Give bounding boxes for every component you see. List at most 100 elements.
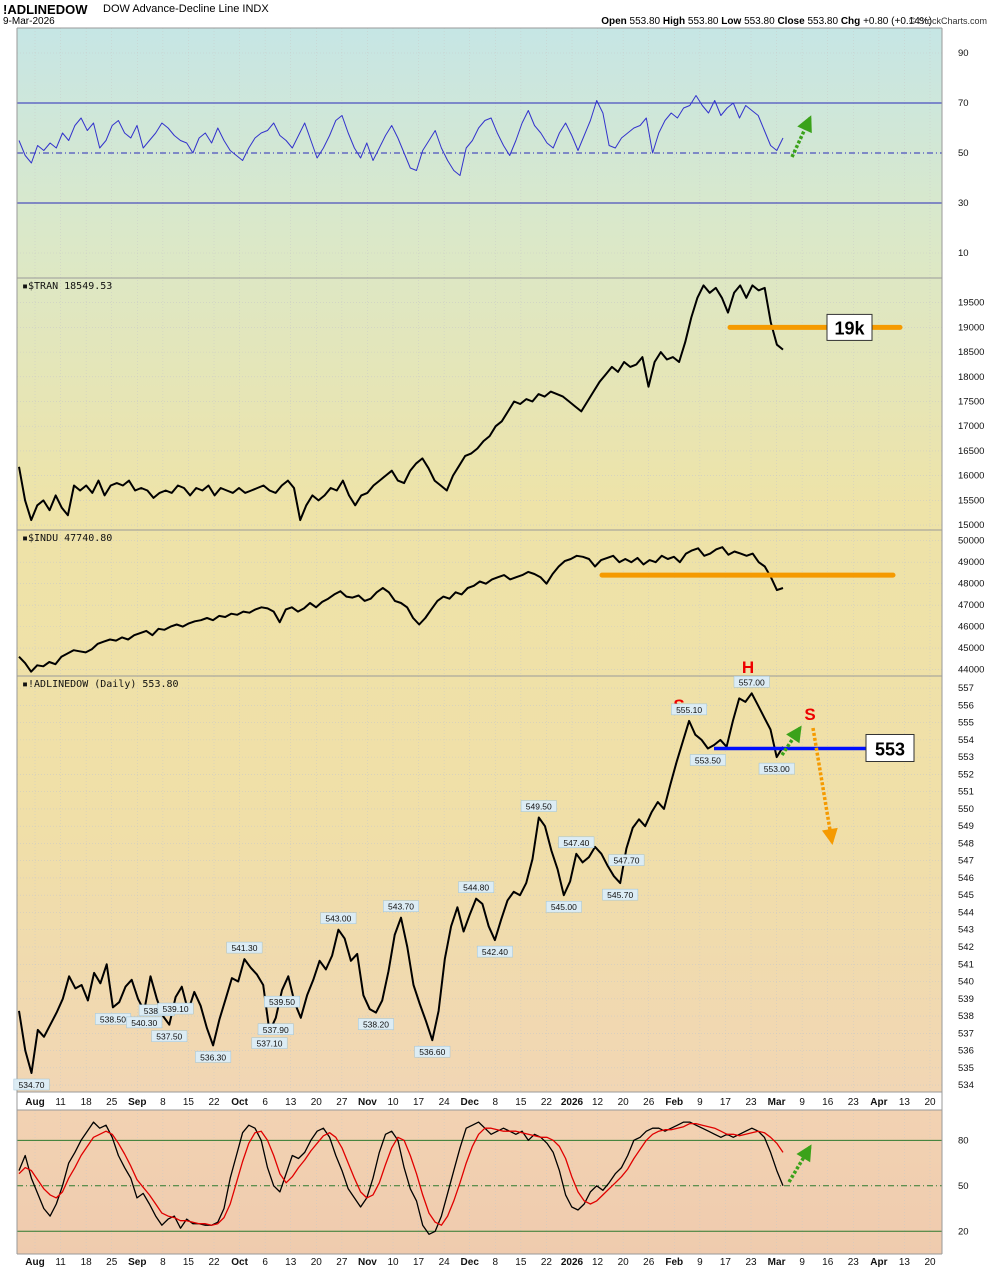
- date-tick-label: 12: [592, 1257, 604, 1268]
- value-label: 553.00: [764, 764, 790, 774]
- value-label-box: [358, 1018, 394, 1030]
- date-tick-label: 8: [493, 1097, 499, 1108]
- value-tick-label: 535: [958, 1063, 974, 1074]
- close-label: Close: [777, 16, 805, 27]
- value-label: 557.00: [739, 677, 765, 687]
- head-shoulders-marker: S: [804, 705, 815, 724]
- date-tick-label: 11: [55, 1257, 66, 1268]
- date-tick-label: Nov: [358, 1257, 377, 1268]
- low-label: Low: [721, 16, 742, 27]
- chart-security-name: DOW Advance-Decline Line INDX: [103, 3, 269, 15]
- tran-series-line: [18, 284, 784, 522]
- value-label-box: [414, 1045, 451, 1058]
- date-tick-label: 20: [924, 1097, 936, 1108]
- value-label-box: [733, 676, 770, 688]
- panel-title: ▪$TRAN 18549.53: [22, 281, 112, 292]
- value-tick-label: 15500: [958, 495, 984, 506]
- ohlc-readout: Open 553.80 High 553.80 Low 553.80 Close…: [601, 16, 932, 27]
- date-tick-label: 17: [413, 1097, 425, 1108]
- value-label: 538.30: [144, 1006, 170, 1016]
- value-label-box: [13, 1078, 50, 1091]
- value-tick-label: 554: [958, 735, 974, 746]
- adline-level-label: 553: [875, 739, 905, 759]
- stochastic-up-arrow-shaft: [787, 1146, 812, 1183]
- date-tick-label: 17: [413, 1257, 425, 1268]
- value-label-box: [151, 1030, 188, 1042]
- date-tick-label: 15: [183, 1097, 195, 1108]
- value-tick-label: 545: [958, 890, 974, 901]
- value-tick-label: 44000: [958, 665, 984, 676]
- stochastic-series-line: [18, 1121, 784, 1235]
- low-value: 553.80: [744, 16, 775, 27]
- value-tick-label: 80: [958, 1135, 969, 1146]
- value-label: 547.40: [563, 838, 589, 848]
- tran-level-label: 19k: [834, 318, 865, 338]
- date-tick-label: 9: [799, 1257, 805, 1268]
- date-tick-label: 6: [262, 1257, 268, 1268]
- security-name: DOW Advance-Decline Line: [103, 3, 240, 15]
- date-tick-label: 25: [106, 1097, 118, 1108]
- date-tick-label: Mar: [768, 1257, 786, 1268]
- value-tick-label: 546: [958, 873, 974, 884]
- date-tick-label: 27: [336, 1257, 348, 1268]
- date-tick-label: 10: [387, 1097, 399, 1108]
- value-label-box: [251, 1037, 288, 1049]
- date-tick-label: 25: [106, 1257, 118, 1268]
- value-label-box: [545, 900, 582, 913]
- value-label-box: [758, 762, 795, 775]
- value-tick-label: 542: [958, 942, 974, 953]
- date-tick-label: 23: [848, 1257, 860, 1268]
- source-credit: © StockCharts.com: [909, 16, 987, 26]
- stochastic-panel-background: [17, 1110, 942, 1254]
- date-tick-label: Sep: [128, 1257, 146, 1268]
- value-label: 549.50: [526, 802, 552, 812]
- value-tick-label: 50000: [958, 536, 984, 547]
- date-tick-label: 27: [336, 1097, 348, 1108]
- date-tick-label: Mar: [768, 1097, 786, 1108]
- value-tick-label: 18500: [958, 347, 984, 358]
- open-value: 553.80: [629, 16, 661, 27]
- value-label: 553.50: [695, 755, 721, 765]
- date-tick-label: Sep: [128, 1097, 146, 1108]
- date-tick-label: Oct: [231, 1097, 248, 1108]
- head-shoulders-marker: H: [742, 658, 754, 677]
- value-label-box: [689, 754, 726, 766]
- value-label: 540.30: [131, 1018, 157, 1028]
- value-label: 542.40: [482, 947, 508, 957]
- date-axis-strip-bottom: [0, 1254, 990, 1270]
- value-label-box: [320, 912, 357, 924]
- value-label: 539.10: [163, 1004, 189, 1014]
- value-label-box: [476, 945, 513, 958]
- date-tick-label: 24: [439, 1097, 451, 1108]
- date-tick-label: 22: [541, 1257, 553, 1268]
- date-tick-label: 2026: [561, 1097, 584, 1108]
- value-label: 538.50: [100, 1014, 126, 1024]
- date-tick-label: 13: [899, 1257, 911, 1268]
- value-label: 555.10: [676, 705, 702, 715]
- value-tick-label: 543: [958, 925, 974, 936]
- date-tick-label: 24: [439, 1257, 451, 1268]
- date-tick-label: 9: [697, 1257, 703, 1268]
- date-tick-label: 23: [745, 1097, 757, 1108]
- high-value: 553.80: [687, 16, 719, 27]
- date-tick-label: 20: [311, 1097, 323, 1108]
- value-label-box: [126, 1016, 163, 1029]
- value-label-box: [257, 1023, 294, 1036]
- value-tick-label: 540: [958, 977, 974, 988]
- value-tick-label: 19500: [958, 298, 984, 309]
- value-label-box: [226, 941, 263, 954]
- value-label-box: [671, 703, 708, 716]
- value-tick-label: 45000: [958, 643, 984, 654]
- adline-down-arrow-head: [821, 827, 838, 845]
- chart-symbol: !ADLINEDOW: [3, 2, 88, 17]
- date-tick-label: 9: [799, 1097, 805, 1108]
- indu-series-line: [18, 546, 784, 673]
- adline-up-arrow-head: [786, 725, 802, 744]
- value-tick-label: 538: [958, 1011, 974, 1022]
- date-tick-label: 8: [160, 1097, 166, 1108]
- value-label: 545.00: [551, 902, 577, 912]
- value-label: 544.80: [463, 883, 489, 893]
- value-tick-label: 50: [958, 148, 969, 159]
- value-tick-label: 20: [958, 1226, 969, 1237]
- value-tick-label: 17000: [958, 421, 984, 432]
